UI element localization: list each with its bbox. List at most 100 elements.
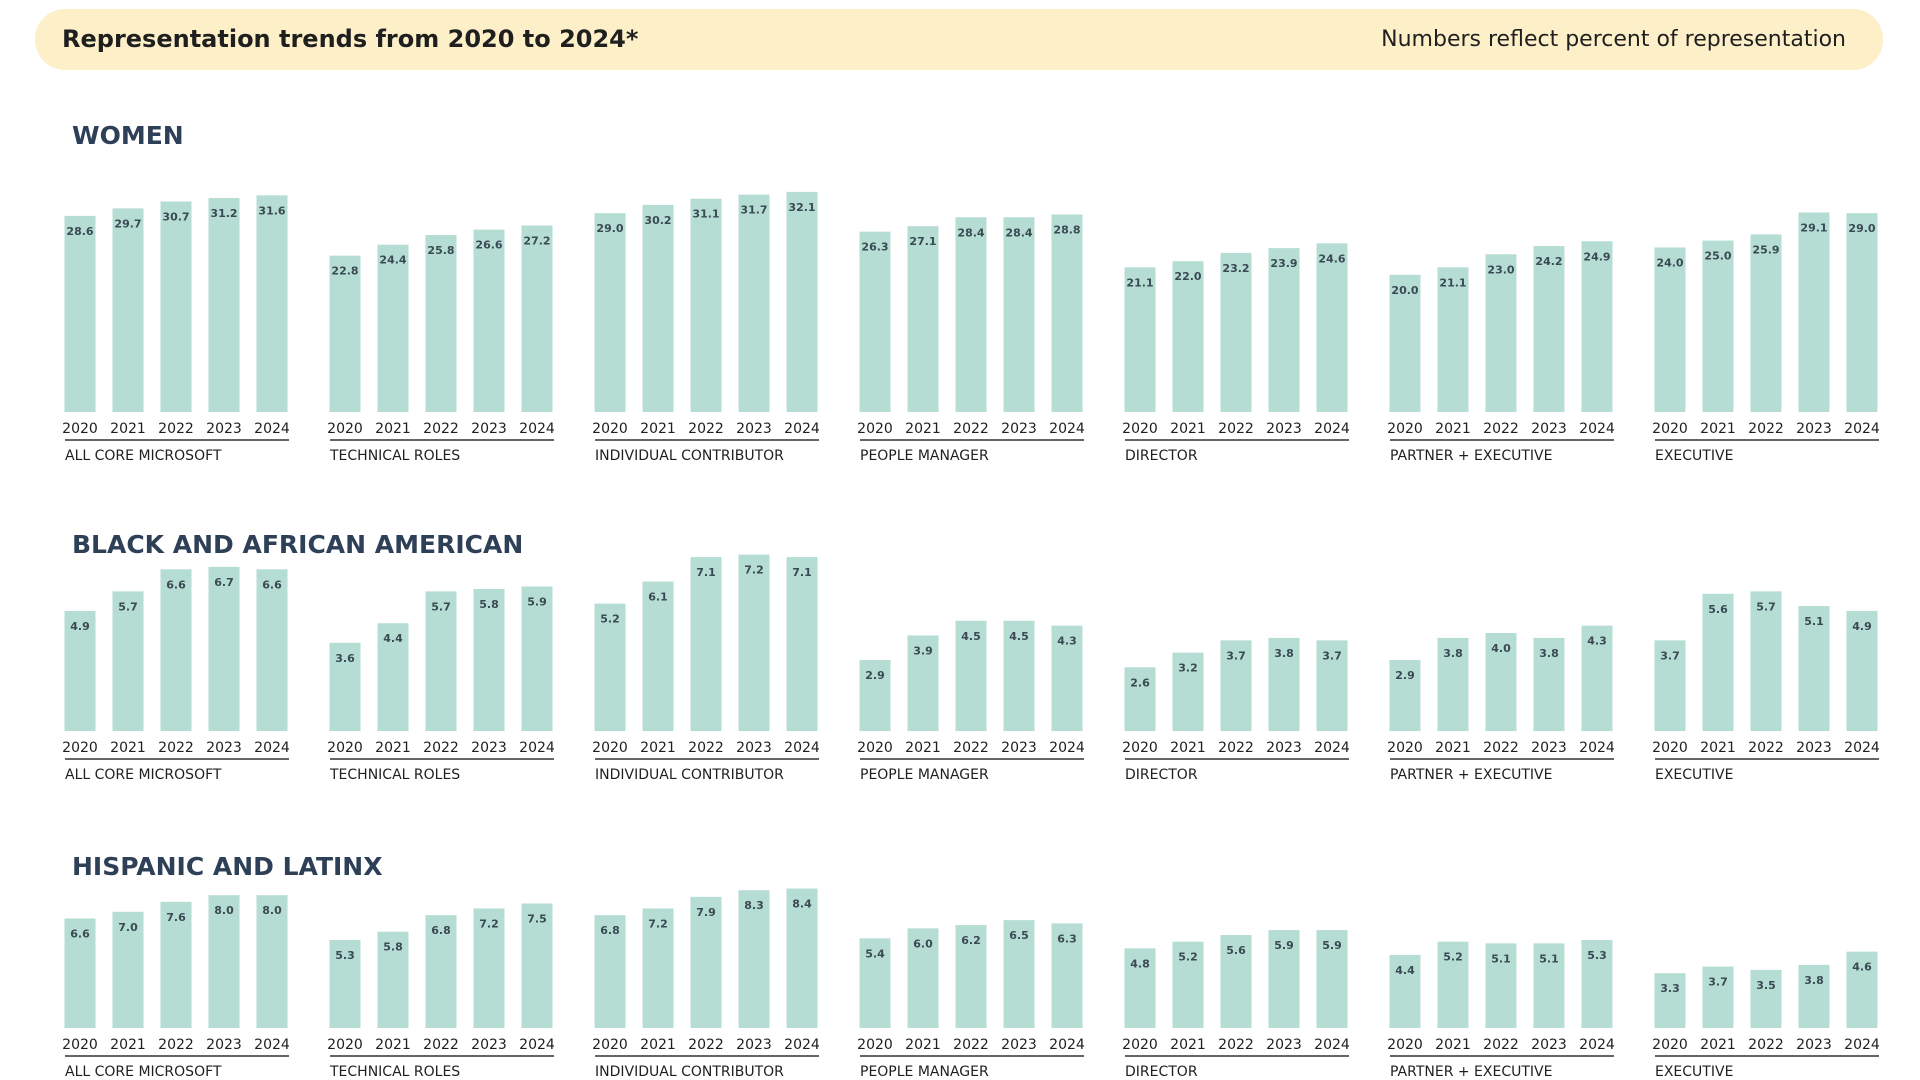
bar (521, 903, 553, 1028)
x-tick-label: 2020 (1652, 421, 1688, 437)
value-label: 27.1 (909, 235, 936, 248)
x-tick-label: 2020 (857, 740, 893, 756)
bar (1316, 930, 1348, 1028)
value-label: 3.7 (1660, 649, 1680, 662)
x-tick-label: 2021 (1435, 1037, 1471, 1053)
group-label: ALL CORE MICROSOFT (65, 767, 222, 783)
bar (1750, 969, 1782, 1028)
value-label: 5.9 (1322, 939, 1342, 952)
bar (1124, 667, 1156, 731)
x-tick-label: 2024 (1844, 421, 1880, 437)
x-tick-label: 2023 (471, 1037, 507, 1053)
value-label: 26.3 (861, 241, 888, 254)
value-label: 4.5 (961, 630, 981, 643)
x-tick-label: 2023 (1796, 1037, 1832, 1053)
bar (1268, 248, 1300, 412)
group-label: PARTNER + EXECUTIVE (1390, 448, 1552, 464)
bar (112, 591, 144, 731)
x-tick-label: 2021 (1170, 740, 1206, 756)
group-label: INDIVIDUAL CONTRIBUTOR (595, 767, 784, 783)
value-label: 23.9 (1270, 257, 1297, 270)
value-label: 5.8 (383, 941, 403, 954)
x-tick-label: 2023 (1266, 421, 1302, 437)
bar (256, 895, 288, 1028)
bar (160, 901, 192, 1028)
x-tick-label: 2020 (1122, 740, 1158, 756)
bar (208, 895, 240, 1028)
x-tick-label: 2024 (1314, 740, 1350, 756)
value-label: 31.7 (740, 204, 767, 217)
x-tick-label: 2022 (1748, 421, 1784, 437)
x-tick-label: 2024 (784, 421, 820, 437)
bar (1702, 593, 1734, 731)
value-label: 21.1 (1126, 276, 1153, 289)
x-tick-label: 2023 (736, 421, 772, 437)
value-label: 6.2 (961, 934, 981, 947)
x-tick-label: 2023 (736, 1037, 772, 1053)
bar (329, 940, 361, 1028)
bar (1846, 951, 1878, 1028)
bar (1581, 940, 1613, 1028)
value-label: 5.6 (1226, 944, 1246, 957)
bar (642, 204, 674, 412)
x-tick-label: 2022 (688, 421, 724, 437)
x-tick-label: 2022 (158, 1037, 194, 1053)
x-tick-label: 2024 (1579, 740, 1615, 756)
value-label: 24.2 (1535, 255, 1562, 268)
bar (1389, 954, 1421, 1028)
x-tick-label: 2022 (1218, 1037, 1254, 1053)
group-label: INDIVIDUAL CONTRIBUTOR (595, 1064, 784, 1080)
bar (642, 908, 674, 1028)
bar (1316, 640, 1348, 731)
x-tick-label: 2022 (423, 421, 459, 437)
x-tick-label: 2024 (519, 1037, 555, 1053)
x-tick-label: 2024 (519, 740, 555, 756)
value-label: 27.2 (523, 234, 550, 247)
value-label: 5.2 (1178, 951, 1198, 964)
value-label: 5.8 (479, 598, 499, 611)
bar (1124, 267, 1156, 412)
bar (112, 911, 144, 1028)
value-label: 2.6 (1130, 676, 1150, 689)
value-label: 3.8 (1443, 647, 1463, 660)
bar (1268, 637, 1300, 731)
value-label: 6.7 (214, 576, 234, 589)
bar (208, 198, 240, 412)
value-label: 6.8 (431, 924, 451, 937)
value-label: 7.0 (118, 921, 138, 934)
value-label: 3.7 (1226, 649, 1246, 662)
x-tick-label: 2020 (592, 1037, 628, 1053)
x-tick-label: 2023 (1001, 421, 1037, 437)
value-label: 3.8 (1274, 647, 1294, 660)
value-label: 7.9 (696, 906, 716, 919)
bar (1389, 659, 1421, 731)
value-label: 24.4 (379, 254, 406, 267)
x-tick-label: 2023 (1531, 421, 1567, 437)
bar (425, 591, 457, 731)
group-label: PEOPLE MANAGER (860, 448, 989, 464)
value-label: 6.0 (913, 937, 933, 950)
bar (859, 231, 891, 412)
x-tick-label: 2024 (254, 1037, 290, 1053)
value-label: 6.3 (1057, 932, 1077, 945)
value-label: 5.2 (1443, 951, 1463, 964)
x-tick-label: 2020 (1387, 421, 1423, 437)
value-label: 20.0 (1391, 284, 1418, 297)
bar (690, 896, 722, 1028)
x-tick-label: 2024 (254, 740, 290, 756)
x-tick-label: 2024 (784, 740, 820, 756)
bar (1437, 637, 1469, 731)
bar (1003, 217, 1035, 412)
value-label: 8.3 (744, 899, 764, 912)
bar (1533, 637, 1565, 731)
bar (1172, 261, 1204, 412)
bar (1654, 247, 1686, 412)
bar (377, 623, 409, 731)
x-tick-label: 2020 (327, 1037, 363, 1053)
bar (786, 557, 818, 731)
group-label: TECHNICAL ROLES (329, 767, 460, 783)
value-label: 7.1 (792, 566, 812, 579)
value-label: 4.3 (1587, 635, 1607, 648)
x-tick-label: 2024 (1049, 1037, 1085, 1053)
bar (1654, 640, 1686, 731)
